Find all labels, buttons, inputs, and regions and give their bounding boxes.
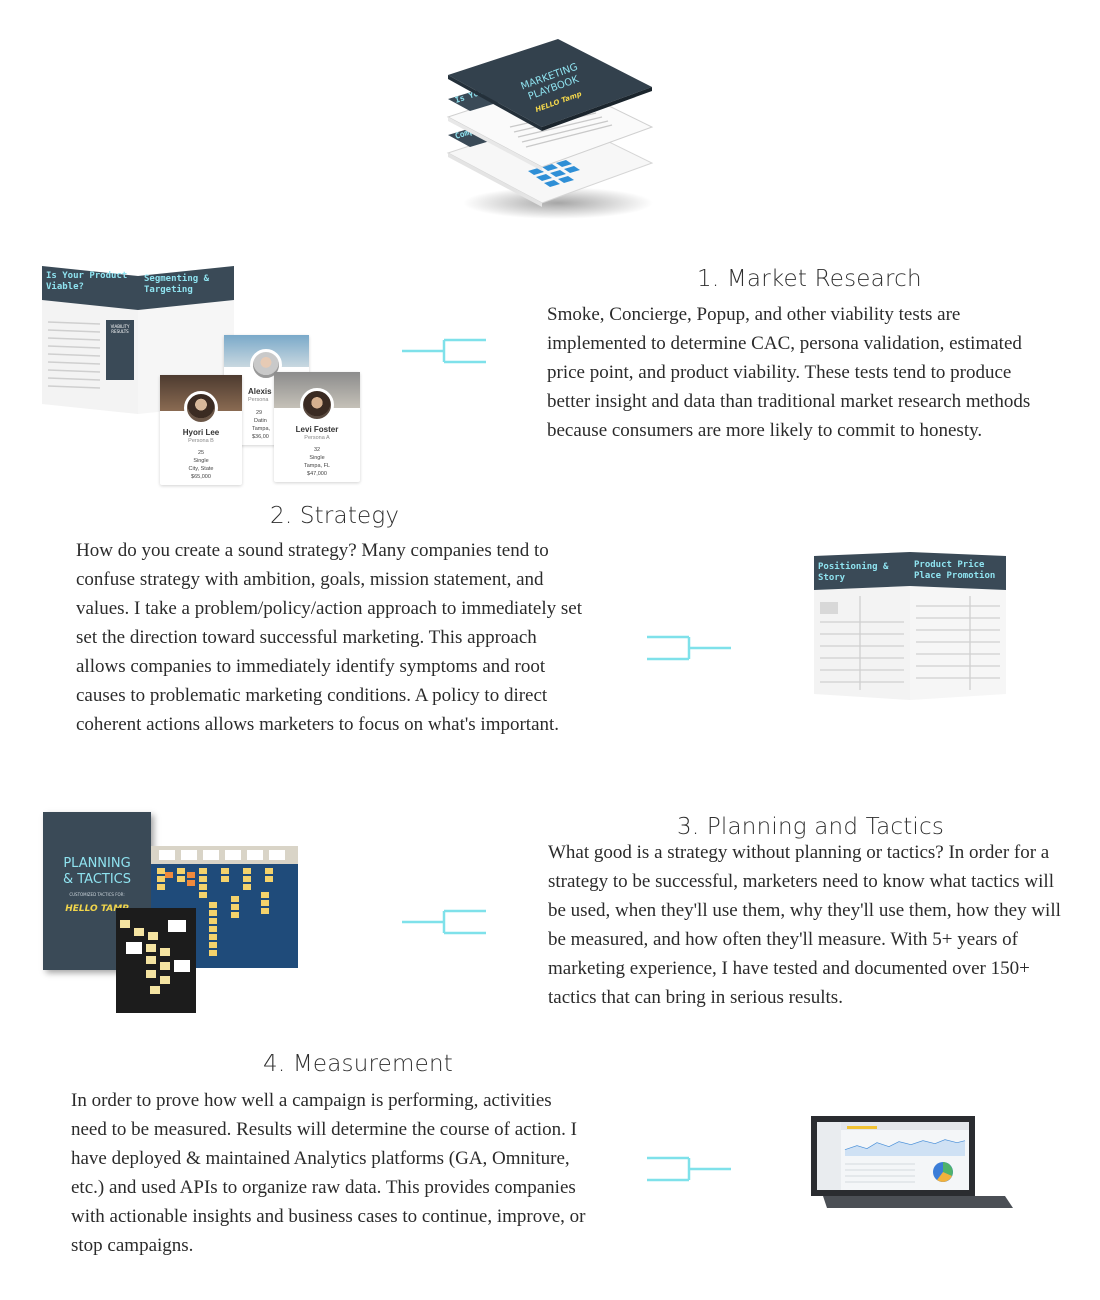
persona-city: City, State bbox=[188, 466, 214, 472]
section-heading: 3. Planning and Tactics bbox=[677, 814, 945, 840]
section-heading: 2. Strategy bbox=[270, 503, 400, 529]
connector-icon bbox=[647, 1156, 731, 1182]
persona-name: Alexis bbox=[248, 387, 272, 396]
tablet-icon bbox=[805, 1112, 1015, 1212]
persona-card: Levi Foster Persona A 32 Single Tampa, F… bbox=[274, 372, 360, 482]
persona-age: 25 bbox=[197, 450, 205, 456]
persona-status: Single bbox=[309, 455, 325, 461]
hero-playbook-stack: Comp Bench Is Your Viab MARKETING PLAYBO… bbox=[440, 35, 660, 225]
research-book-right-title: Segmenting & Targeting bbox=[144, 274, 210, 295]
strategy-book-right-title: Product Price Place Promotion bbox=[914, 560, 996, 581]
persona-card: Hyori Lee Persona B 25 Single City, Stat… bbox=[160, 375, 242, 485]
persona-status: Datin bbox=[254, 418, 267, 424]
persona-role: Persona B bbox=[188, 438, 214, 444]
persona-income: $65,000 bbox=[191, 474, 211, 480]
connector-icon bbox=[402, 909, 486, 935]
viability-label: VIABILITY RESULTS bbox=[110, 324, 130, 334]
persona-income: $36,00 bbox=[252, 434, 269, 440]
playbook-stack-illustration: Comp Bench Is Your Viab MARKETING PLAYBO… bbox=[446, 39, 654, 219]
persona-city: Tampa, FL bbox=[304, 463, 330, 469]
strategy-book-left-title: Positioning & Story bbox=[818, 562, 889, 583]
avatar bbox=[300, 388, 334, 422]
persona-age: 29 bbox=[256, 410, 263, 416]
section-heading: 1. Market Research bbox=[697, 266, 922, 292]
strategy-book-mockup: Positioning & Story Product Price Place … bbox=[810, 550, 1010, 705]
sticky-table-illustration bbox=[120, 920, 190, 994]
connector-icon bbox=[647, 635, 731, 661]
persona-status: Single bbox=[193, 458, 209, 464]
section-body: How do you create a sound strategy? Many… bbox=[76, 540, 582, 735]
planning-subtitle: CUSTOMIZED TACTICS FOR: bbox=[69, 892, 125, 897]
planning-brand: HELLO TAMP bbox=[65, 904, 129, 914]
persona-role: Persona bbox=[248, 397, 269, 403]
persona-income: $47,000 bbox=[307, 471, 327, 477]
avatar bbox=[184, 391, 218, 425]
persona-name: Hyori Lee bbox=[182, 428, 220, 437]
persona-cards-group: Alexis Persona 29 Datin Tampa, $36,00 Hy… bbox=[160, 335, 360, 485]
strategy-book-illustration bbox=[814, 552, 1006, 700]
persona-age: 32 bbox=[313, 447, 321, 453]
persona-role: Persona A bbox=[304, 435, 330, 441]
section-body: Smoke, Concierge, Popup, and other viabi… bbox=[547, 304, 1031, 441]
tablet-illustration bbox=[811, 1116, 1013, 1208]
section-heading: 4. Measurement bbox=[263, 1051, 453, 1077]
persona-name: Levi Foster bbox=[295, 425, 339, 434]
pie-chart-icon bbox=[933, 1162, 953, 1182]
connector-icon bbox=[402, 338, 486, 364]
research-book-left-title: Is Your Product Viable? bbox=[46, 271, 128, 292]
section-body: In order to prove how well a campaign is… bbox=[71, 1090, 586, 1256]
sticky-table-photo bbox=[116, 908, 196, 1013]
section-body: What good is a strategy without planning… bbox=[548, 842, 1061, 1008]
persona-city: Tampa, bbox=[252, 426, 271, 432]
planning-title-1: PLANNING bbox=[63, 856, 131, 871]
sticky-board-illustration bbox=[151, 846, 298, 956]
planning-title-2: & TACTICS bbox=[62, 872, 132, 887]
